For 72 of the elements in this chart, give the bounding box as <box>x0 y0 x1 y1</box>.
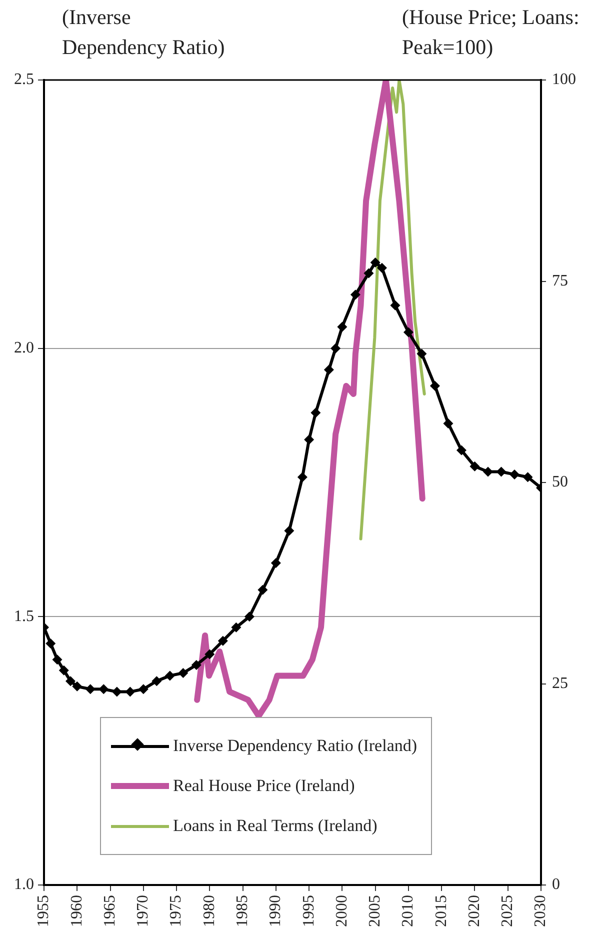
point <box>164 670 175 681</box>
x-tick-label: 2015 <box>432 895 450 927</box>
y2-tick-label: 100 <box>552 71 576 88</box>
point <box>125 686 136 697</box>
point <box>152 676 162 686</box>
point <box>509 469 520 480</box>
point <box>72 681 82 692</box>
point <box>522 472 533 482</box>
x-tick-label: 1965 <box>101 895 118 927</box>
x-tick-label: 1960 <box>68 895 86 927</box>
point <box>297 472 308 482</box>
x-tick-label: 1995 <box>300 895 318 927</box>
point <box>66 676 76 686</box>
x-tick-label: 2010 <box>400 895 417 927</box>
point <box>324 364 334 375</box>
point <box>178 668 188 678</box>
legend-label: Inverse Dependency Ratio (Ireland) <box>173 736 418 756</box>
x-tick-label: 1970 <box>134 895 152 927</box>
point <box>482 466 493 477</box>
point <box>364 268 374 278</box>
y-tick-label: 1.5 <box>14 608 34 625</box>
y-axis-title: (Inverse Dependency Ratio) <box>62 4 225 61</box>
x-tick-label: 1985 <box>234 895 252 927</box>
point <box>284 526 294 536</box>
x-tick-label: 2025 <box>499 895 516 927</box>
point <box>231 622 242 632</box>
point <box>98 684 109 694</box>
point <box>390 300 400 310</box>
point <box>46 638 56 648</box>
y2-tick-label: 50 <box>552 474 568 491</box>
point <box>370 257 380 268</box>
legend-label: Loans in Real Terms (Ireland) <box>173 816 378 836</box>
point <box>218 636 228 646</box>
point <box>258 584 268 595</box>
point <box>403 327 414 338</box>
point <box>496 466 506 477</box>
point <box>456 445 466 456</box>
point <box>52 654 62 665</box>
point <box>112 686 122 697</box>
point <box>416 348 427 359</box>
y-tick-label: 2.5 <box>14 71 34 88</box>
x-tick-label: 1975 <box>168 895 185 927</box>
y2-tick-label: 25 <box>552 674 568 692</box>
x-tick-label: 2020 <box>466 895 483 927</box>
x-tick-label: 1980 <box>200 895 218 927</box>
point <box>138 684 148 694</box>
point <box>443 418 454 428</box>
x-tick-label: 1990 <box>267 895 284 927</box>
point <box>337 322 348 332</box>
point <box>310 408 321 418</box>
point <box>85 684 96 694</box>
y-tick-label: 2.0 <box>14 340 34 357</box>
point <box>270 558 281 568</box>
y-tick-label: 1.0 <box>14 876 34 894</box>
x-tick-label: 2005 <box>366 895 384 927</box>
x-tick-label: 2000 <box>333 895 350 927</box>
point <box>350 290 360 300</box>
point <box>58 665 69 676</box>
point <box>204 649 215 660</box>
point <box>430 380 440 391</box>
x-tick-label: 2030 <box>532 895 550 927</box>
y2-tick-label: 75 <box>552 272 568 290</box>
point <box>470 461 480 472</box>
point <box>330 343 341 354</box>
point <box>376 262 387 273</box>
point <box>191 660 202 670</box>
point <box>304 434 314 445</box>
x-tick-label: 1955 <box>35 895 52 927</box>
point <box>244 612 254 622</box>
legend-label: Real House Price (Ireland) <box>173 776 355 796</box>
y2-tick-label: 0 <box>552 876 560 894</box>
y2-axis-title: (House Price; Loans: Peak=100) <box>402 4 580 61</box>
